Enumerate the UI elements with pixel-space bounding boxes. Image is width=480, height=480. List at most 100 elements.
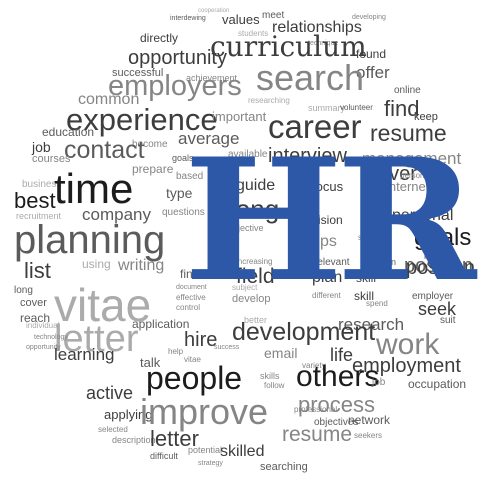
cloud-word: become	[132, 139, 168, 150]
cloud-word: goals	[172, 153, 194, 163]
cloud-word: others	[296, 360, 380, 393]
cloud-word: application	[132, 317, 190, 331]
cloud-word: vitae	[184, 355, 201, 364]
cloud-word: email	[264, 345, 298, 361]
cloud-word: education	[42, 125, 95, 139]
cloud-word: vitae	[54, 279, 152, 331]
cloud-word: interdewing	[170, 15, 206, 22]
cloud-word: development	[232, 318, 376, 346]
cloud-word: skills	[260, 371, 280, 381]
cloud-word: interview	[268, 145, 347, 167]
cloud-word: seeker	[358, 233, 383, 242]
cloud-word: network	[348, 413, 391, 427]
cloud-word: identify	[424, 251, 453, 261]
cloud-word: increasing	[236, 257, 273, 266]
cloud-word: variety	[302, 361, 326, 370]
cloud-word: successful	[112, 67, 164, 79]
cloud-word: employers	[108, 70, 242, 102]
cloud-word: prepare	[132, 162, 174, 176]
cloud-word: search	[256, 57, 365, 98]
cloud-word: based	[176, 171, 204, 182]
cloud-word: strategy	[198, 460, 223, 467]
cloud-word: position	[404, 255, 473, 277]
cloud-word: type	[166, 185, 193, 201]
cloud-word: cooperation	[198, 8, 230, 14]
cloud-word: skill	[354, 289, 374, 303]
cloud-word: company	[82, 205, 151, 224]
cloud-word: business	[22, 179, 62, 190]
cloud-word: person	[400, 171, 425, 180]
cloud-word: employment	[352, 355, 461, 377]
cloud-word: subject	[232, 283, 258, 292]
cloud-word: keep	[414, 111, 438, 123]
cloud-word: offer	[356, 63, 390, 82]
cloud-word: job	[32, 139, 51, 155]
cloud-word: description	[112, 435, 156, 445]
cloud-word: resume	[282, 423, 353, 446]
cloud-word: resume	[370, 120, 447, 146]
cloud-word: letter	[150, 426, 199, 451]
cloud-word: goals	[414, 224, 472, 251]
cloud-word: seek	[418, 299, 457, 319]
cloud-word: professional	[294, 405, 338, 414]
cloud-word: goal	[362, 201, 387, 216]
cloud-word: students	[238, 29, 269, 38]
cloud-word: find	[384, 96, 420, 121]
cloud-word: technology	[34, 334, 68, 341]
cloud-word: important	[212, 109, 267, 124]
cloud-word: planning	[14, 218, 166, 262]
cloud-word: help	[168, 347, 184, 356]
cloud-word: career	[268, 108, 362, 145]
cloud-word: control	[176, 303, 201, 312]
cloud-word: direct	[362, 179, 382, 188]
cloud-word: hire	[184, 329, 218, 351]
cloud-word: vision	[312, 213, 343, 227]
cloud-word: relevant	[314, 257, 350, 268]
cloud-word: process	[298, 392, 376, 417]
cloud-word: focus	[312, 179, 344, 194]
cloud-word: potential	[188, 445, 223, 455]
cloud-word: best	[14, 188, 56, 213]
cloud-word: achievement	[186, 73, 238, 83]
cloud-word: using	[82, 257, 111, 271]
cloud-word: different	[312, 291, 341, 300]
cloud-word: tips	[312, 233, 337, 250]
cloud-word: people	[146, 360, 243, 396]
cloud-word: volunteer	[340, 103, 373, 112]
cloud-word: spend	[366, 299, 388, 308]
cloud-word: opportunity	[128, 47, 227, 69]
cloud-word: effective	[176, 293, 206, 302]
cloud-word: learning	[54, 345, 115, 364]
cloud-word: experience	[66, 102, 218, 137]
cloud-word: objectives	[314, 417, 359, 428]
cloud-word: document	[176, 284, 207, 291]
cloud-word: common	[78, 91, 140, 108]
cloud-word: objective	[228, 223, 264, 233]
cloud-word: available	[228, 149, 268, 160]
cloud-word: long	[14, 285, 33, 296]
cloud-word: active	[86, 383, 134, 403]
cloud-word: contact	[64, 136, 145, 164]
cloud-word: average	[178, 129, 240, 148]
cloud-word: research	[338, 315, 405, 334]
cloud-word: life	[330, 345, 354, 365]
cloud-word: action	[372, 257, 397, 267]
cloud-word: occupation	[408, 377, 467, 391]
cloud-word: follow	[264, 381, 285, 390]
cloud-word: find	[180, 267, 200, 281]
cloud-word: found	[356, 47, 387, 61]
cloud-word: technique	[308, 40, 339, 47]
cloud-word: relationships	[272, 19, 362, 36]
cloud-word: selected	[98, 425, 128, 434]
cloud-word: list	[24, 258, 51, 283]
cloud-word: job	[372, 377, 386, 388]
cloud-word: meet	[262, 10, 285, 21]
cloud-word: talk	[140, 355, 161, 370]
cloud-word: courses	[32, 153, 71, 165]
cloud-word: time	[54, 165, 134, 212]
cloud-word: values	[222, 12, 260, 27]
cloud-word: searching	[260, 461, 308, 473]
cloud-word: suit	[440, 315, 456, 326]
cloud-word: directly	[140, 31, 179, 45]
